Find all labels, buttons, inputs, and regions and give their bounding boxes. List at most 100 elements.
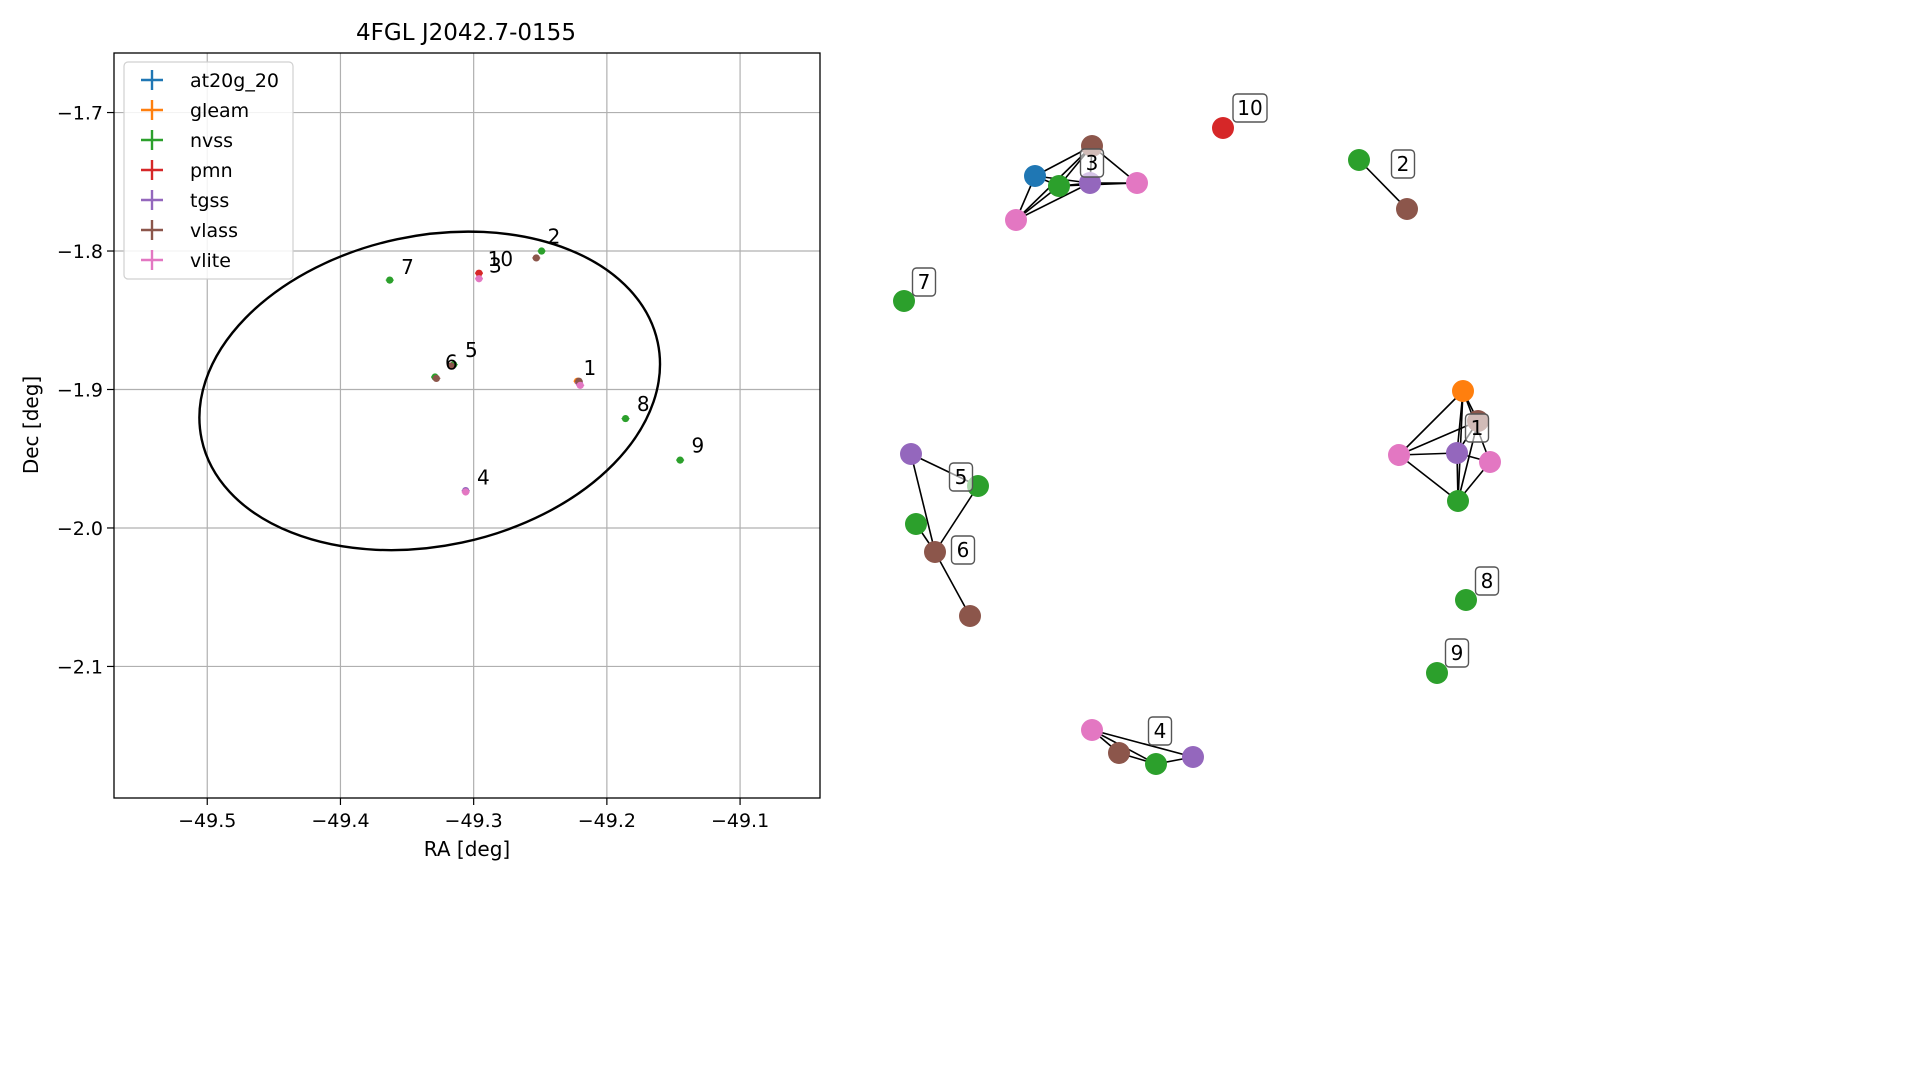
network-node-gleam [1452,380,1474,402]
network-node-vlite [1388,444,1410,466]
network-edge [934,485,979,553]
point-nvss [676,456,684,464]
network-node-vlite [1126,172,1148,194]
network-node-nvss [1048,175,1070,197]
point-label: 3 [489,254,502,278]
network-label-box [911,267,937,297]
point-label: 9 [691,434,704,458]
y-tick-label: −1.8 [57,241,103,263]
network-node-nvss [893,290,915,312]
point-vlass [432,374,440,383]
error-ellipse [198,230,662,552]
point-label: 6 [445,351,458,375]
axis-ticks: −49.5 −49.4 −49.3 −49.2 −49.1 −1.7 −1.8 −1.9 −2.… [57,103,769,832]
legend-label: vlite [190,250,231,272]
network-label-box [1444,638,1470,668]
network-label: 8 [1481,569,1494,593]
network-edge [1015,182,1091,221]
y-tick-label: −1.9 [57,379,103,401]
x-tick-label: −49.5 [178,810,236,832]
network-label-box [1079,148,1105,178]
legend-label: vlass [190,220,238,242]
data-points [385,247,685,496]
point-label: 4 [477,466,490,490]
network-node-nvss [1455,589,1477,611]
network-label: 10 [1237,96,1262,120]
network-label-box [1147,716,1173,746]
network-node-vlite [1005,209,1027,231]
network-node-nvss [905,513,927,535]
y-tick-label: −1.7 [57,103,103,125]
network-node-nvss [1348,149,1370,171]
localization-ellipse [198,230,662,552]
network-node-nvss [1426,662,1448,684]
network-label-box [1390,149,1416,179]
legend-label: at20g_20 [190,70,279,92]
network-node-vlass [959,605,981,627]
network-edge [1091,729,1194,758]
network-label: 7 [918,270,931,294]
network-edge [1398,390,1464,456]
point-label: 7 [401,255,414,279]
network-label-box [1464,413,1490,443]
network-edge [1358,159,1408,210]
point-label: 2 [548,225,561,249]
network-nodes [893,117,1501,775]
x-tick-label: −49.3 [445,810,503,832]
network-node-nvss [1447,490,1469,512]
point-vlite [576,381,584,389]
point-label: 1 [584,356,597,380]
legend-label: tgss [190,190,229,212]
x-tick-label: −49.2 [578,810,636,832]
legend-label: nvss [190,130,233,152]
network-node-vlass [924,541,946,563]
network-label: 9 [1451,641,1464,665]
network-label: 4 [1154,719,1167,743]
point-annotations: 1 2 3 4 56 7 8 9 10 [401,225,704,490]
y-tick-label: −2.1 [57,656,103,678]
legend-label: pmn [190,160,233,182]
point-vlite [462,488,470,496]
network-edge [1398,454,1459,502]
plot-frame [113,52,821,799]
point-label: 5 [465,338,478,362]
network-labels: 3 10 2 7 1 5 6 8 9 4 [911,93,1500,746]
legend-box [123,61,294,280]
chart-title: 4FGL J2042.7-0155 [356,20,576,46]
network-label: 1 [1471,416,1484,440]
network-node-vlite [1081,719,1103,741]
x-tick-label: −49.1 [711,810,769,832]
network-label-box [1474,566,1500,596]
y-tick-label: −2.0 [57,518,103,540]
network-node-nvss [1145,753,1167,775]
network-edge [910,453,936,553]
point-vlite [475,275,483,283]
legend-label: gleam [190,100,249,122]
point-vlass [532,254,540,262]
point-nvss [386,276,394,284]
point-label: 10 [488,247,513,271]
point-nvss [537,247,546,255]
network-node-at20g_20 [1024,165,1046,187]
network-node-tgss [900,443,922,465]
network-node-vlass [1396,198,1418,220]
x-axis-label: RA [deg] [424,837,510,861]
network-label: 3 [1086,151,1099,175]
network-edge [934,551,971,617]
network-node-tgss [1182,746,1204,768]
network-label-box [948,462,974,492]
network-node-pmn [1212,117,1234,139]
network-node-vlite [1479,451,1501,473]
network-label: 6 [957,538,970,562]
network-node-vlass [1108,742,1130,764]
network-node-tgss [1446,442,1468,464]
network-label-box [1232,93,1268,123]
network-label-box [950,535,976,565]
network-label: 5 [955,465,968,489]
point-vlass [447,362,455,370]
point-label: 8 [637,392,650,416]
x-tick-label: −49.4 [311,810,369,832]
